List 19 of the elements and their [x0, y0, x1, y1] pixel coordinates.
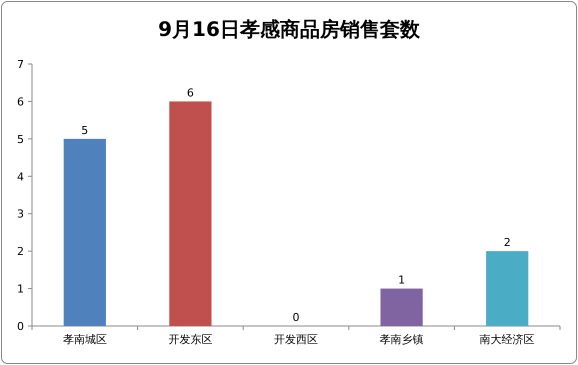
y-tick-label: 2: [17, 245, 24, 258]
x-tick-label: 孝南乡镇: [380, 333, 424, 346]
y-tick-label: 7: [17, 58, 24, 71]
title: 9月16日孝感商品房销售套数: [158, 17, 420, 41]
y-tick-label: 3: [17, 208, 24, 221]
data-label: 1: [398, 274, 406, 287]
y-tick-label: 6: [17, 95, 24, 108]
y-tick-label: 5: [17, 132, 24, 146]
y-tick-label: 1: [17, 282, 24, 296]
x-tick-label: 开发东区: [168, 333, 212, 346]
x-tick-label: 孝南城区: [62, 333, 107, 346]
data-label: 0: [292, 311, 300, 324]
x-tick-label: 开发西区: [274, 333, 318, 346]
data-label: 6: [186, 86, 194, 100]
x-tick-label: 南大经济区: [480, 333, 535, 346]
data-label: 5: [81, 124, 88, 137]
y-tick-label: 4: [17, 170, 24, 184]
data-label: 2: [504, 236, 511, 250]
y-tick-label: 0: [17, 320, 24, 333]
